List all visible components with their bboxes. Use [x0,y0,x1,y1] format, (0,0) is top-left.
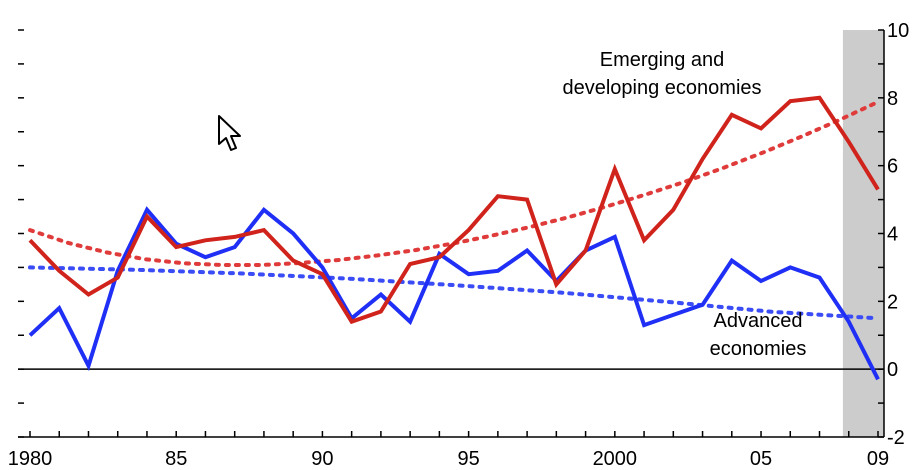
y-tick-label: 6 [887,156,898,178]
y-tick-label: -2 [887,427,905,449]
series-line-advanced [28,206,880,381]
y-tick-label: 8 [887,88,898,110]
annotations: Emerging and developing economies Advanc… [562,49,806,360]
trendlines [28,99,880,321]
annotation-advanced-line-1: Advanced [714,310,803,332]
x-tick-label: 1980 [8,448,53,470]
x-tick-label: 05 [750,448,772,470]
series-lines [28,95,880,381]
x-tick-label: 95 [457,448,479,470]
trendline-emerging [28,99,880,267]
trendline-advanced [28,265,880,321]
x-tick-label: 90 [311,448,333,470]
y-tick-label: 2 [887,291,898,313]
mouse-cursor-icon [218,115,241,151]
x-tick-label: 85 [165,448,187,470]
series-line-emerging [28,95,880,325]
y-tick-label: 0 [887,359,898,381]
x-tick-label: 2000 [593,448,638,470]
tick-labels: 1980 85 90 95 2000 05 09-2 0 2 4 6 8 10 [8,20,910,470]
y-tick-label: 10 [887,20,909,42]
annotation-advanced-line-2: economies [710,338,807,360]
x-tick-label: 09 [867,448,889,470]
annotation-emerging-line-1: Emerging and [600,49,725,71]
y-tick-label: 4 [887,224,898,246]
annotation-emerging-line-2: developing economies [562,77,761,99]
axes [18,29,885,438]
